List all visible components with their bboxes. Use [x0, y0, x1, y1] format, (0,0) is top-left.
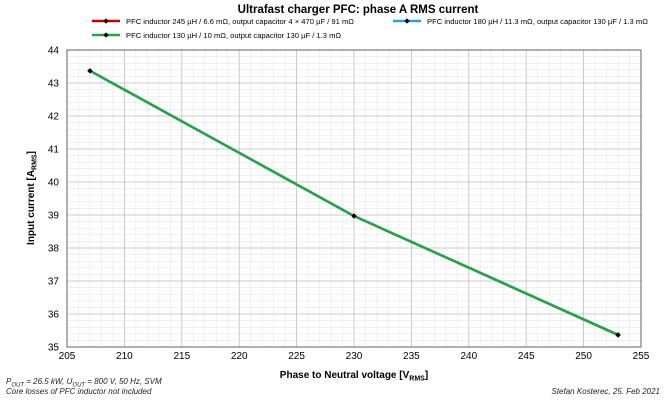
y-tick-label: 43: [48, 79, 60, 90]
u-subscript: OUT: [72, 382, 86, 389]
p-symbol: P: [6, 377, 12, 386]
x-tick-labels: 205 210 215 220 225 230 235 240 245 250 255: [59, 351, 650, 362]
legend-label-2: PFC inductor 180 µH / 11.3 mΩ, output ca…: [427, 17, 648, 26]
x-tick-label: 240: [460, 351, 477, 362]
p-value: = 26.5 kW, U: [24, 377, 73, 386]
y-tick-label: 38: [48, 244, 60, 255]
x-tick-label: 215: [173, 351, 190, 362]
x-tick-label: 210: [116, 351, 133, 362]
x-axis-label-tail: ]: [425, 370, 428, 381]
x-tick-label: 255: [633, 351, 650, 362]
series-layer: [87, 68, 621, 338]
x-tick-label: 250: [575, 351, 592, 362]
x-tick-label: 235: [403, 351, 420, 362]
legend-marker-3: [103, 32, 109, 38]
plot-frame: [66, 49, 642, 348]
legend-marker-1: [103, 18, 109, 24]
data-point-s3-3: [615, 332, 621, 338]
y-tick-label: 44: [48, 46, 60, 57]
y-tick-label: 40: [48, 178, 60, 189]
y-tick-label: 35: [48, 343, 60, 354]
y-axis-label-tail: ]: [26, 151, 37, 154]
y-axis-label-main: Input current [A: [26, 170, 37, 245]
x-axis-label: Phase to Neutral voltage [VRMS]: [280, 370, 428, 383]
x-tick-label: 230: [346, 351, 363, 362]
x-tick-label: 220: [231, 351, 248, 362]
x-tick-label: 225: [288, 351, 305, 362]
legend-label-1: PFC inductor 245 µH / 6.6 mΩ, output cap…: [126, 17, 354, 26]
legend-marker-2: [404, 18, 410, 24]
author-note: Stefan Kosterec, 25. Feb 2021: [551, 387, 660, 396]
data-point-s3-1: [87, 68, 93, 74]
chart-title: Ultrafast charger PFC: phase A RMS curre…: [238, 4, 479, 16]
x-tick-label: 205: [59, 351, 76, 362]
y-tick-label: 36: [48, 310, 60, 321]
x-tick-label: 245: [518, 351, 535, 362]
legend-label-3: PFC inductor 130 µH / 10 mΩ, output capa…: [126, 31, 341, 40]
y-axis-label-sub: RMS: [32, 154, 39, 170]
y-tick-labels: 35 36 37 38 39 40 41 42 43 44: [48, 46, 60, 354]
core-losses-note: Core losses of PFC inductor not included: [6, 387, 152, 396]
y-tick-label: 42: [48, 112, 60, 123]
x-axis-label-main: Phase to Neutral voltage [V: [280, 370, 410, 381]
x-axis-label-sub: RMS: [409, 376, 425, 383]
y-tick-label: 37: [48, 277, 60, 288]
data-point-s3-2: [351, 213, 357, 219]
operating-conditions-note: POUT = 26.5 kW, UOUT = 800 V, 50 Hz, SVM: [6, 377, 162, 391]
p-subscript: OUT: [11, 382, 25, 389]
y-axis-label: Input current [ARMS]: [26, 151, 39, 245]
y-tick-label: 39: [48, 211, 60, 222]
y-tick-label: 41: [48, 145, 60, 156]
grid: [66, 49, 642, 348]
u-value: = 800 V, 50 Hz, SVM: [85, 377, 162, 386]
legend: PFC inductor 245 µH / 6.6 mΩ, output cap…: [92, 17, 648, 40]
